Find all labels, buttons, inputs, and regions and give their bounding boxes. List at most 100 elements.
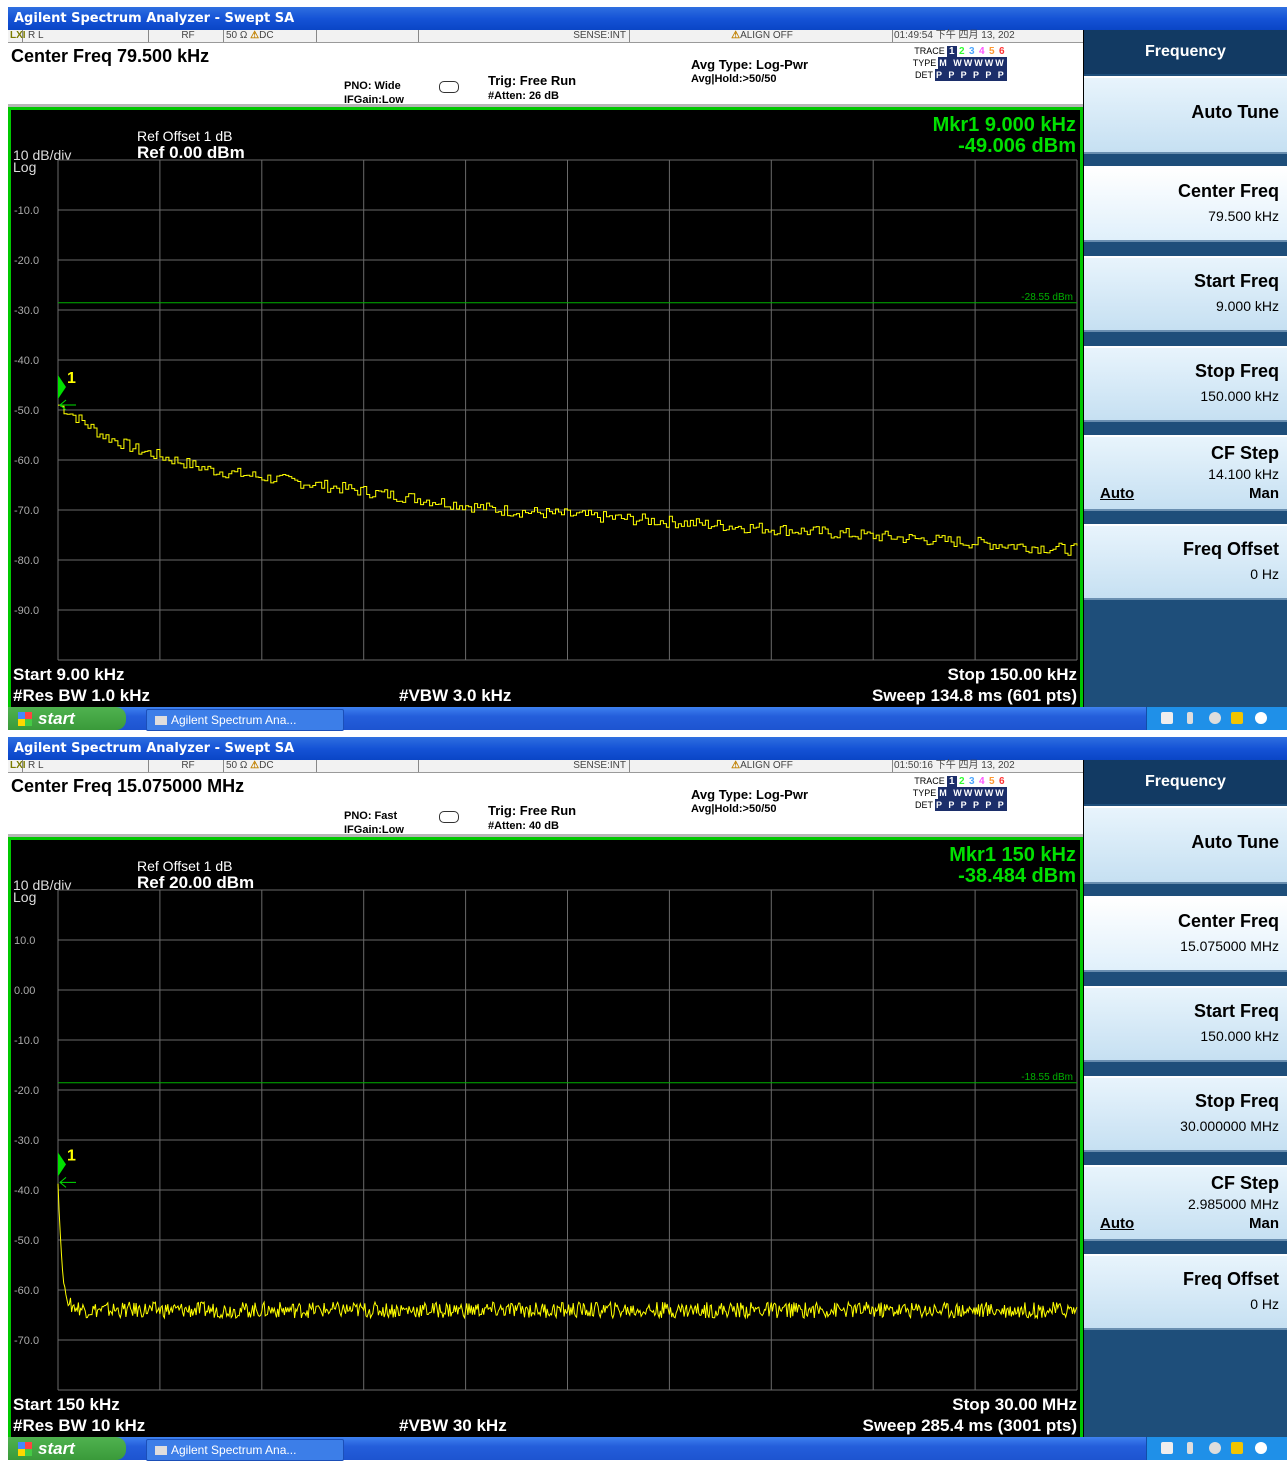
start-freq-button[interactable]: Start Freq 150.000 kHz xyxy=(1084,986,1287,1062)
ref-offset: Ref Offset 1 dB xyxy=(137,128,233,144)
avg-hold-readout: Avg|Hold:>50/50 xyxy=(691,803,777,815)
media-icon[interactable] xyxy=(1255,1442,1267,1454)
center-freq-button[interactable]: Center Freq 79.500 kHz xyxy=(1084,166,1287,242)
freq-offset-button[interactable]: Freq Offset 0 Hz xyxy=(1084,1254,1287,1330)
status-empty xyxy=(318,30,419,42)
trace-display[interactable]: Ref Offset 1 dB Ref 20.00 dBm 10 dB/div … xyxy=(8,837,1083,1437)
scale-type: Log xyxy=(13,159,37,175)
auto-tune-button[interactable]: Auto Tune xyxy=(1084,806,1287,884)
title-bar[interactable]: Agilent Spectrum Analyzer - Swept SA xyxy=(8,7,1287,30)
analyzer-window-1: Agilent Spectrum Analyzer - Swept SA LXI… xyxy=(8,7,1287,731)
security-icon[interactable] xyxy=(1231,1442,1243,1454)
status-empty xyxy=(318,760,419,772)
rbw-readout: #Res BW 10 kHz xyxy=(13,1416,146,1435)
pno-readout: PNO: Wide xyxy=(344,80,401,92)
trigger-readout[interactable]: Trig: Free Run xyxy=(488,803,577,818)
pno-toggle-icon xyxy=(439,81,459,93)
ref-level[interactable]: Ref 0.00 dBm xyxy=(137,143,245,162)
pno-toggle-icon xyxy=(439,811,459,823)
rbw-readout: #Res BW 1.0 kHz xyxy=(13,686,150,705)
marker-diamond-icon[interactable] xyxy=(58,375,66,400)
spectrum-plot: -10.0 -20.0 -30.0 -40.0 -50.0 -60.0 -70.0 -80.0… xyxy=(14,159,1078,661)
cf-step-button[interactable]: CF Step 14.100 kHz Auto Man xyxy=(1084,435,1287,511)
freq-offset-button[interactable]: Freq Offset 0 Hz xyxy=(1084,524,1287,600)
ifgain-readout: IFGain:Low xyxy=(344,824,404,836)
status-align: ⚠ALIGN OFF xyxy=(632,30,893,42)
windows-flag-icon xyxy=(18,712,32,726)
volume-icon[interactable] xyxy=(1209,1442,1221,1454)
softkey-panel: Frequency Auto Tune Center Freq 79.500 kH… xyxy=(1084,30,1287,707)
atten-readout[interactable]: #Atten: 40 dB xyxy=(488,820,559,832)
settings-panel: Center Freq 79.500 kHz PNO: Wide IFGain:… xyxy=(8,43,1083,107)
settings-panel: Center Freq 15.075000 MHz PNO: Fast IFGa… xyxy=(8,773,1083,837)
network-icon[interactable] xyxy=(1187,1442,1193,1454)
warning-icon: ⚠ xyxy=(250,760,260,771)
status-rl: R L xyxy=(28,30,149,42)
marker-diamond-icon[interactable] xyxy=(58,1152,66,1177)
marker-arrow-icon xyxy=(59,1177,76,1188)
taskbar-item[interactable]: Agilent Spectrum Ana... xyxy=(146,1439,344,1461)
title-bar[interactable]: Agilent Spectrum Analyzer - Swept SA xyxy=(8,737,1287,760)
marker-amplitude: -49.006 dBm xyxy=(958,135,1076,157)
trace-1 xyxy=(58,404,1078,556)
trace-1 xyxy=(57,1183,1078,1320)
ref-offset: Ref Offset 1 dB xyxy=(137,858,233,874)
start-button[interactable]: start xyxy=(8,707,126,730)
taskbar-item[interactable]: Agilent Spectrum Ana... xyxy=(146,709,344,731)
help-icon[interactable] xyxy=(1161,712,1173,724)
scale-div: 10 dB/div xyxy=(13,147,72,163)
y-tick-label: -70.0 xyxy=(14,1335,39,1347)
start-freq-button[interactable]: Start Freq 9.000 kHz xyxy=(1084,256,1287,332)
trace-1-indicator: 1 xyxy=(946,776,957,788)
status-coupling: 50 Ω ⚠DC xyxy=(226,760,317,772)
status-rf: RF xyxy=(153,760,224,772)
security-icon[interactable] xyxy=(1231,712,1243,724)
y-tick-label: -80.0 xyxy=(14,555,39,567)
lxi-logo: LXI xyxy=(10,760,26,772)
trace-type: M WWWWW xyxy=(938,57,1007,69)
y-tick-label: -30.0 xyxy=(14,1135,39,1147)
center-freq-readout[interactable]: Center Freq 79.500 kHz xyxy=(11,46,210,66)
warning-icon: ⚠ xyxy=(250,30,260,41)
media-icon[interactable] xyxy=(1255,712,1267,724)
auto-tune-button[interactable]: Auto Tune xyxy=(1084,76,1287,154)
warning-icon: ⚠ xyxy=(731,760,741,771)
ref-level[interactable]: Ref 20.00 dBm xyxy=(137,873,255,892)
trace-display[interactable]: Ref Offset 1 dB Ref 0.00 dBm 10 dB/div L… xyxy=(8,107,1083,707)
y-tick-label: -90.0 xyxy=(14,605,39,617)
trace-3-indicator: 3 xyxy=(968,776,975,787)
status-rl: R L xyxy=(28,760,149,772)
y-tick-label: -70.0 xyxy=(14,505,39,517)
status-time: 01:49:54 下午 四月 13, 202 xyxy=(894,30,1015,41)
status-sense: SENSE:INT xyxy=(420,760,630,772)
center-freq-button[interactable]: Center Freq 15.075000 MHz xyxy=(1084,896,1287,972)
start-freq-readout: Start 9.00 kHz xyxy=(13,665,125,684)
volume-icon[interactable] xyxy=(1209,712,1221,724)
trace-detector: P P P P P P xyxy=(935,799,1007,811)
trigger-readout[interactable]: Trig: Free Run xyxy=(488,73,577,88)
y-tick-label: 0.00 xyxy=(14,985,35,997)
y-tick-label: -50.0 xyxy=(14,405,39,417)
stop-freq-button[interactable]: Stop Freq 150.000 kHz xyxy=(1084,346,1287,422)
cf-step-button[interactable]: CF Step 2.985000 MHz Auto Man xyxy=(1084,1165,1287,1241)
atten-readout[interactable]: #Atten: 26 dB xyxy=(488,90,559,102)
trace-status: TRACE 1 2 3 4 5 6 TYPE M WWWWW DET P P P P P P xyxy=(912,46,1007,81)
marker-number: 1 xyxy=(67,1147,76,1164)
window-title: Agilent Spectrum Analyzer - Swept SA xyxy=(14,11,295,26)
y-tick-label: -30.0 xyxy=(14,305,39,317)
y-tick-label: -20.0 xyxy=(14,255,39,267)
status-time: 01:50:16 下午 四月 13, 202 xyxy=(894,760,1015,771)
trace-status: TRACE 1 2 3 4 5 6 TYPE M WWWWW DET P P P P P P xyxy=(912,776,1007,811)
marker-freq: Mkr1 9.000 kHz xyxy=(932,114,1076,136)
trace-4-indicator: 4 xyxy=(978,46,985,57)
help-icon[interactable] xyxy=(1161,1442,1173,1454)
avg-type-readout: Avg Type: Log-Pwr xyxy=(691,57,808,72)
center-freq-readout[interactable]: Center Freq 15.075000 MHz xyxy=(11,776,245,796)
trace-4-indicator: 4 xyxy=(978,776,985,787)
start-button[interactable]: start xyxy=(8,1437,126,1460)
stop-freq-button[interactable]: Stop Freq 30.000000 MHz xyxy=(1084,1076,1287,1152)
network-icon[interactable] xyxy=(1187,712,1193,724)
sweep-readout: Sweep 134.8 ms (601 pts) xyxy=(871,686,1077,705)
